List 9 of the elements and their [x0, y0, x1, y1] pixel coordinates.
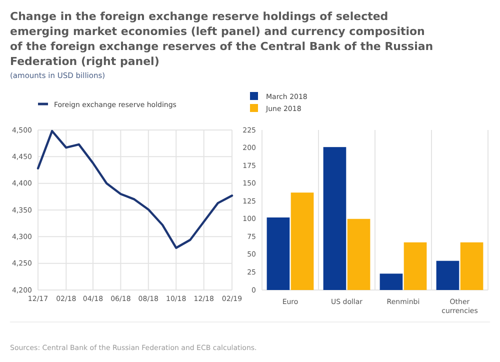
bar	[347, 218, 370, 290]
bar	[290, 192, 314, 290]
bar	[460, 242, 484, 290]
bar	[266, 217, 290, 290]
bar	[436, 260, 460, 290]
bar	[380, 274, 403, 290]
chart-title: Change in the foreign exchange reserve holdings of selected emerging market economies (left panel) and currency composition of the foreign exchange reserves of the Central Bank of the Russian Federation (right panel)	[10, 10, 434, 68]
bar	[404, 242, 427, 290]
bar	[323, 147, 346, 290]
